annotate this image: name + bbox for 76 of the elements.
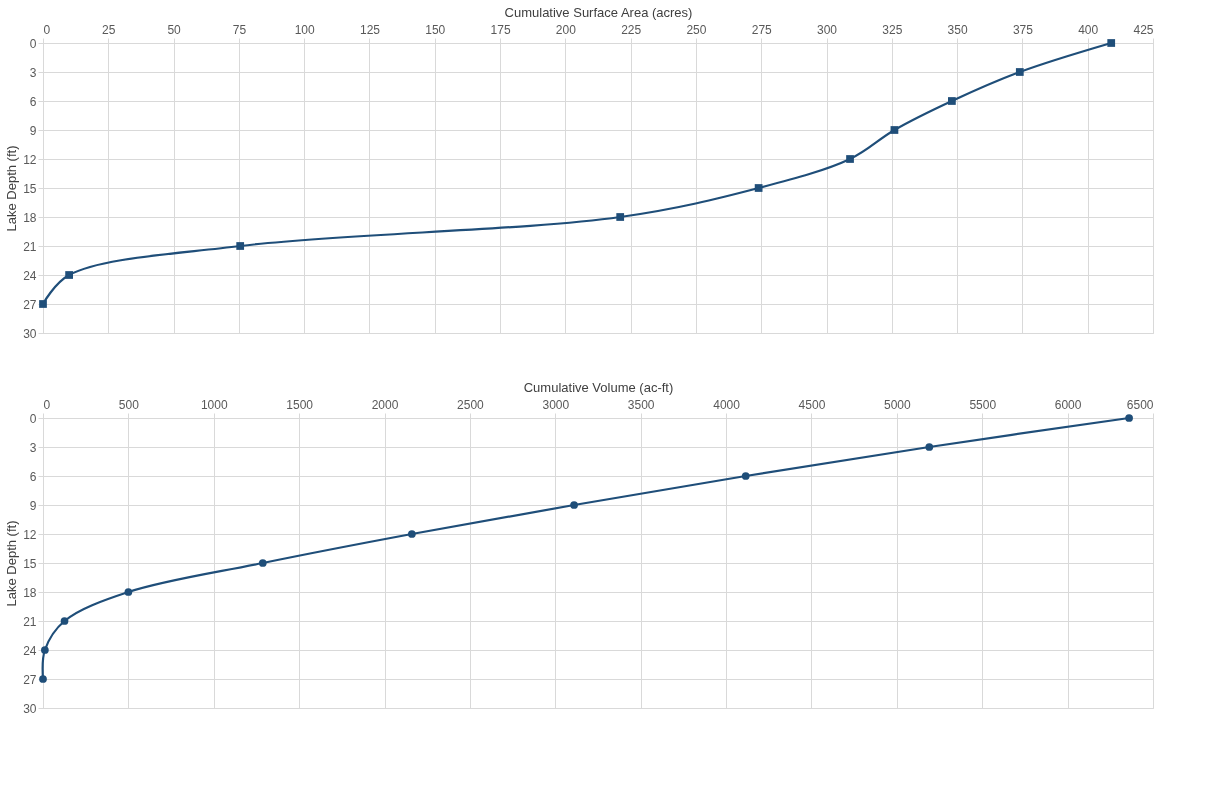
x-tick-label: 425	[1133, 22, 1154, 37]
y-tick-label: 0	[29, 411, 37, 426]
y-tick-label: 27	[23, 672, 37, 687]
point	[407, 530, 416, 538]
y-tick-label: 3	[29, 440, 37, 455]
y-tick-label: 15	[23, 556, 37, 571]
x-tick-label: 375	[1012, 22, 1034, 37]
x-tick-label: 3500	[627, 397, 655, 412]
x-tick-label: 6500	[1126, 397, 1154, 412]
x-tick-label: 150	[425, 22, 446, 37]
x-tick-label: 6000	[1054, 397, 1082, 412]
y-tick-label: 21	[23, 239, 37, 254]
y-tick-label: 6	[29, 469, 37, 484]
point	[741, 472, 750, 480]
y-tick-label: 30	[23, 326, 37, 341]
point	[39, 300, 47, 308]
point	[948, 97, 956, 105]
x-tick-label: 1500	[286, 397, 314, 412]
point	[890, 126, 899, 134]
y-tick-label: 3	[29, 65, 37, 80]
y-tick-label: 24	[23, 643, 37, 658]
x-tick-label: 175	[490, 22, 511, 37]
point	[1015, 68, 1024, 76]
point	[846, 155, 854, 163]
x-tick-label: 200	[555, 22, 577, 37]
x-tick-label: 100	[294, 22, 316, 37]
point	[258, 559, 267, 567]
y-axis-title: Lake Depth (ft)	[4, 145, 20, 232]
point	[754, 184, 763, 192]
y-tick-label: 0	[29, 36, 37, 51]
x-tick-label: 500	[118, 397, 140, 412]
y-tick-label: 18	[23, 585, 37, 600]
x-tick-label: 350	[947, 22, 968, 37]
x-tick-label: 25	[102, 22, 116, 37]
x-axis-title: Cumulative Surface Area (acres)	[504, 4, 693, 20]
point	[1107, 39, 1116, 47]
y-tick-label: 9	[29, 123, 37, 138]
x-tick-label: 2500	[457, 397, 485, 412]
y-tick-label: 27	[23, 297, 37, 312]
y-axis-title: Lake Depth (ft)	[4, 520, 20, 607]
y-tick-label: 24	[23, 268, 37, 283]
x-tick-label: 0	[43, 22, 51, 37]
x-tick-label: 5000	[883, 397, 912, 412]
y-tick-label: 12	[23, 527, 37, 542]
x-tick-label: 275	[751, 22, 773, 37]
x-tick-label: 4000	[713, 397, 741, 412]
y-tick-label: 30	[23, 701, 37, 716]
y-tick-label: 21	[23, 614, 37, 629]
x-tick-label: 50	[167, 22, 182, 37]
x-tick-label: 0	[43, 397, 51, 412]
x-tick-label: 1000	[200, 397, 228, 412]
x-tick-label: 250	[686, 22, 707, 37]
x-tick-label: 400	[1078, 22, 1099, 37]
point	[925, 443, 934, 451]
y-tick-label: 18	[23, 210, 37, 225]
x-tick-label: 3000	[542, 397, 570, 412]
point	[60, 617, 69, 625]
point	[570, 501, 578, 509]
x-tick-label: 75	[232, 22, 247, 37]
y-tick-label: 12	[23, 152, 37, 167]
x-axis-title: Cumulative Volume (ac-ft)	[523, 379, 674, 395]
point	[124, 588, 133, 596]
x-tick-label: 225	[621, 22, 642, 37]
y-tick-label: 6	[29, 94, 37, 109]
x-tick-label: 325	[882, 22, 903, 37]
x-tick-label: 300	[817, 22, 838, 37]
x-tick-label: 125	[359, 22, 381, 37]
point	[236, 242, 245, 250]
x-tick-label: 4500	[798, 397, 826, 412]
y-tick-label: 15	[23, 181, 37, 196]
point	[1125, 414, 1133, 422]
point	[65, 271, 73, 279]
x-tick-label: 5500	[969, 397, 997, 412]
point	[616, 213, 625, 221]
y-tick-label: 9	[29, 498, 37, 513]
x-tick-label: 2000	[371, 397, 399, 412]
